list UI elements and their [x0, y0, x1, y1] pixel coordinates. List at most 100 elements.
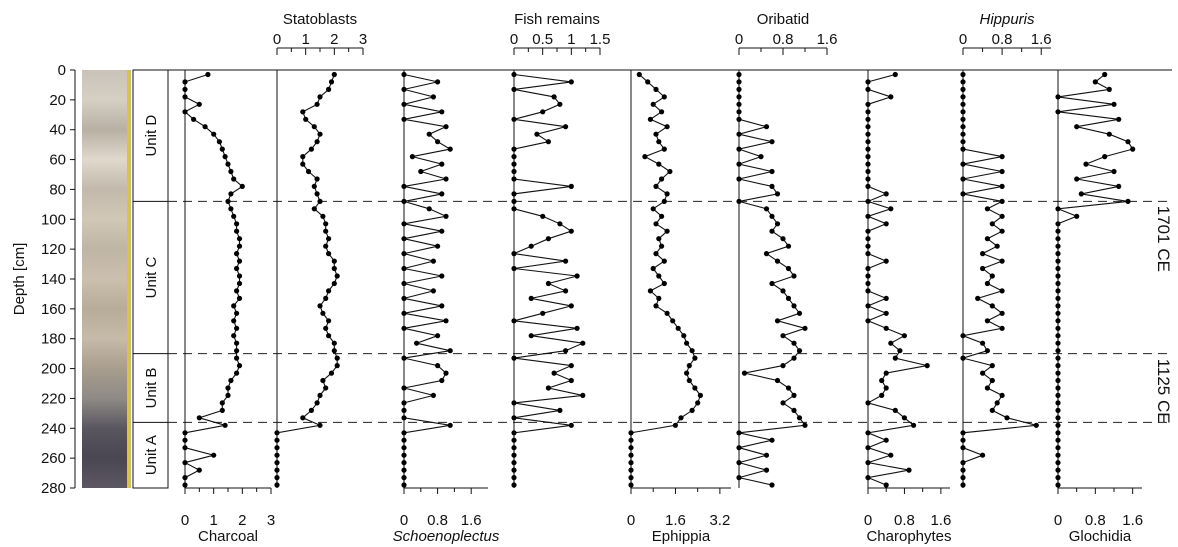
panel-tick-label: 0.8: [992, 31, 1013, 48]
data-point: [323, 228, 329, 234]
data-point: [331, 280, 337, 287]
data-point: [1055, 318, 1061, 324]
data-point: [684, 370, 690, 376]
data-point: [865, 228, 871, 234]
data-point: [780, 400, 786, 406]
data-point: [1055, 265, 1061, 272]
data-point: [865, 176, 871, 182]
data-point: [225, 392, 231, 398]
data-point: [780, 236, 786, 242]
data-point: [647, 116, 654, 122]
data-point: [670, 318, 676, 324]
data-point: [865, 303, 871, 309]
data-point: [960, 116, 966, 122]
data-point: [650, 101, 656, 107]
data-point: [320, 213, 326, 219]
data-point: [780, 363, 786, 369]
data-point: [219, 407, 225, 413]
data-point: [326, 288, 332, 294]
data-point: [659, 213, 665, 219]
data-point: [580, 392, 586, 398]
panel-title: Ephippia: [652, 528, 711, 545]
data-point: [888, 94, 894, 100]
data-point: [418, 168, 424, 175]
data-point: [308, 146, 314, 152]
data-point: [435, 363, 441, 369]
panel-title: Hippuris: [979, 11, 1035, 28]
panel-tick-label: 3.2: [709, 512, 730, 529]
panel-tick-label: 0: [959, 31, 967, 48]
data-point: [196, 101, 202, 107]
data-point: [511, 437, 517, 443]
data-point: [435, 243, 441, 249]
data-point: [401, 310, 407, 316]
data-point: [661, 258, 667, 264]
data-point: [999, 392, 1005, 398]
data-point: [647, 288, 654, 294]
data-point: [678, 415, 684, 421]
data-point: [796, 310, 803, 316]
data-point: [994, 243, 1000, 249]
data-point: [231, 213, 237, 219]
data-point: [960, 482, 966, 488]
data-point: [774, 191, 781, 197]
data-point: [568, 422, 574, 428]
data-point: [511, 86, 517, 92]
data-point: [785, 265, 792, 272]
data-point: [401, 101, 407, 107]
panel-tick-label: 0.8: [427, 512, 448, 529]
data-point: [314, 139, 320, 145]
data-point: [960, 124, 966, 130]
data-point: [401, 198, 407, 204]
data-point: [897, 348, 903, 354]
data-point: [736, 460, 742, 466]
data-point: [865, 198, 871, 204]
data-point: [557, 221, 563, 227]
data-point: [960, 176, 966, 182]
data-point: [763, 452, 770, 458]
data-point: [401, 236, 407, 242]
depth-tick-label: 40: [49, 122, 66, 139]
data-point: [984, 348, 991, 354]
data-point: [865, 213, 871, 219]
data-point: [960, 467, 966, 473]
data-point: [1055, 221, 1061, 227]
data-point: [511, 116, 517, 122]
panel-tick-label: 0: [627, 512, 635, 529]
data-point: [401, 460, 407, 466]
data-point: [234, 325, 240, 331]
data-point: [980, 251, 986, 257]
data-point: [960, 445, 966, 451]
data-point: [563, 288, 569, 294]
data-point: [1055, 415, 1061, 421]
data-point: [426, 206, 432, 212]
data-point: [1055, 251, 1061, 257]
data-point: [689, 348, 695, 354]
data-point: [769, 139, 775, 145]
data-point: [865, 288, 871, 294]
data-point: [796, 415, 803, 421]
sediment-core-edge: [127, 70, 131, 488]
data-point: [401, 467, 407, 473]
data-point: [540, 109, 546, 115]
data-point: [989, 221, 995, 227]
data-point: [791, 355, 797, 361]
data-point: [865, 124, 871, 130]
data-point: [196, 467, 202, 473]
data-point: [334, 273, 340, 279]
data-point: [656, 161, 662, 167]
data-point: [763, 124, 770, 130]
data-point: [236, 280, 243, 287]
data-point: [311, 206, 317, 212]
data-point: [326, 86, 332, 92]
panel-title: Charcoal: [198, 528, 258, 545]
data-point: [656, 236, 662, 242]
data-point: [653, 221, 659, 227]
unit-label: Unit B: [143, 368, 160, 409]
data-point: [511, 265, 517, 272]
panel-title: Statoblasts: [283, 11, 357, 28]
data-point: [999, 154, 1005, 160]
data-point: [989, 303, 995, 309]
data-point: [865, 445, 871, 451]
